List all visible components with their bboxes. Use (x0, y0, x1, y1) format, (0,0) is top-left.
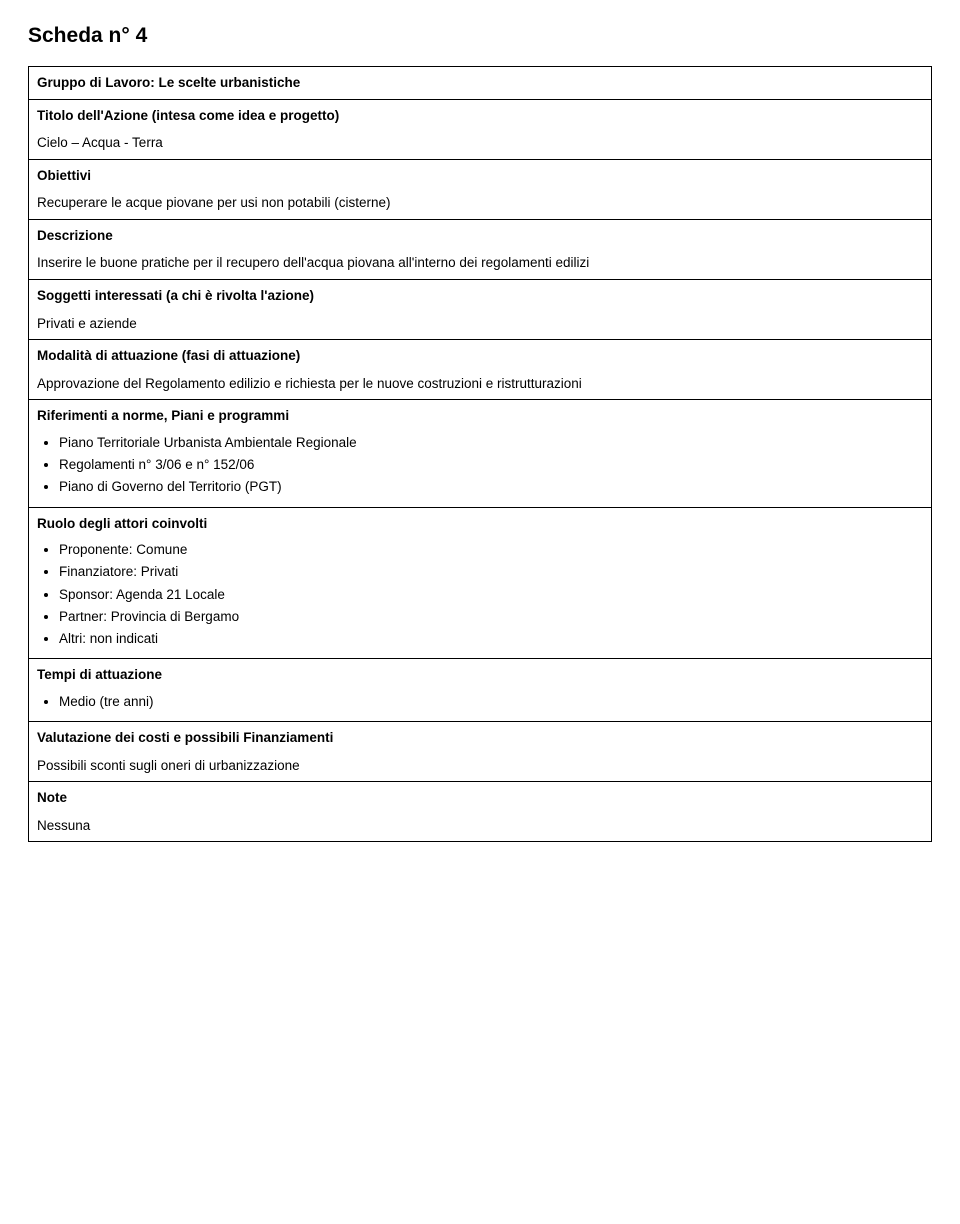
body-modalita: Approvazione del Regolamento edilizio e … (37, 374, 923, 394)
row-riferimenti: Riferimenti a norme, Piani e programmi P… (29, 400, 932, 507)
row-note: Note Nessuna (29, 782, 932, 842)
heading-riferimenti: Riferimenti a norme, Piani e programmi (37, 406, 923, 426)
body-descrizione: Inserire le buone pratiche per il recupe… (37, 253, 923, 273)
row-obiettivi: Obiettivi Recuperare le acque piovane pe… (29, 159, 932, 219)
list-item: Altri: non indicati (59, 628, 923, 650)
row-tempi: Tempi di attuazione Medio (tre anni) (29, 659, 932, 722)
body-titolo-azione: Cielo – Acqua - Terra (37, 133, 923, 153)
list-item: Finanziatore: Privati (59, 561, 923, 583)
heading-tempi: Tempi di attuazione (37, 665, 923, 685)
heading-ruolo: Ruolo degli attori coinvolti (37, 514, 923, 534)
row-gruppo: Gruppo di Lavoro: Le scelte urbanistiche (29, 67, 932, 100)
list-ruolo: Proponente: Comune Finanziatore: Privati… (59, 539, 923, 650)
body-soggetti: Privati e aziende (37, 314, 923, 334)
body-obiettivi: Recuperare le acque piovane per usi non … (37, 193, 923, 213)
heading-modalita: Modalità di attuazione (fasi di attuazio… (37, 346, 923, 366)
heading-descrizione: Descrizione (37, 226, 923, 246)
list-tempi: Medio (tre anni) (59, 691, 923, 713)
row-ruolo: Ruolo degli attori coinvolti Proponente:… (29, 507, 932, 659)
heading-titolo-azione: Titolo dell'Azione (intesa come idea e p… (37, 106, 923, 126)
heading-gruppo: Gruppo di Lavoro: Le scelte urbanistiche (37, 73, 923, 93)
list-riferimenti: Piano Territoriale Urbanista Ambientale … (59, 432, 923, 499)
document-table: Gruppo di Lavoro: Le scelte urbanistiche… (28, 66, 932, 842)
list-item: Regolamenti n° 3/06 e n° 152/06 (59, 454, 923, 476)
body-note: Nessuna (37, 816, 923, 836)
heading-soggetti: Soggetti interessati (a chi è rivolta l'… (37, 286, 923, 306)
heading-obiettivi: Obiettivi (37, 166, 923, 186)
row-modalita: Modalità di attuazione (fasi di attuazio… (29, 340, 932, 400)
list-item: Proponente: Comune (59, 539, 923, 561)
page-title: Scheda n° 4 (28, 24, 932, 48)
list-item: Piano Territoriale Urbanista Ambientale … (59, 432, 923, 454)
list-item: Partner: Provincia di Bergamo (59, 606, 923, 628)
row-titolo-azione: Titolo dell'Azione (intesa come idea e p… (29, 99, 932, 159)
row-soggetti: Soggetti interessati (a chi è rivolta l'… (29, 279, 932, 339)
row-descrizione: Descrizione Inserire le buone pratiche p… (29, 219, 932, 279)
heading-note: Note (37, 788, 923, 808)
list-item: Piano di Governo del Territorio (PGT) (59, 476, 923, 498)
row-valutazione: Valutazione dei costi e possibili Finanz… (29, 722, 932, 782)
list-item: Medio (tre anni) (59, 691, 923, 713)
heading-valutazione: Valutazione dei costi e possibili Finanz… (37, 728, 923, 748)
body-valutazione: Possibili sconti sugli oneri di urbanizz… (37, 756, 923, 776)
list-item: Sponsor: Agenda 21 Locale (59, 584, 923, 606)
